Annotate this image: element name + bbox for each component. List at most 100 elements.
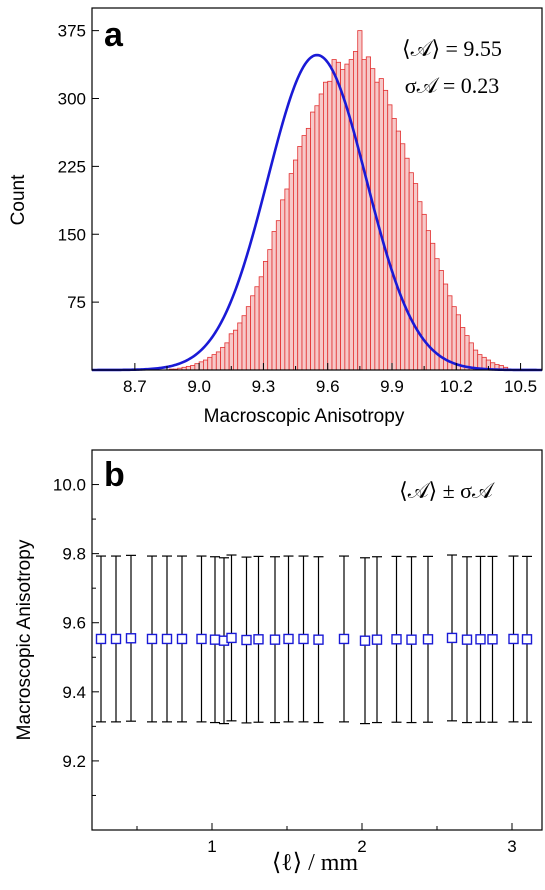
data-point-marker xyxy=(298,633,309,645)
data-point-marker xyxy=(487,634,498,645)
histogram-bar xyxy=(464,335,470,371)
y-axis-title-a: Count xyxy=(8,174,29,225)
histogram-bar xyxy=(391,118,397,371)
data-point-marker xyxy=(391,634,402,645)
y-axis-ticks-a: 75 150 225 300 375 xyxy=(58,22,99,312)
data-point-marker xyxy=(176,633,188,645)
x-tick-label: 3 xyxy=(507,837,516,856)
x-axis-ticks-b: 1 2 3 xyxy=(136,823,517,856)
data-point-marker xyxy=(406,634,417,645)
y-tick-label: 9.8 xyxy=(62,545,86,564)
panel-label-b: b xyxy=(104,456,125,494)
data-point-marker xyxy=(313,634,324,645)
histogram-bar xyxy=(468,342,474,371)
histogram-bar xyxy=(284,188,290,371)
data-point-marker xyxy=(521,634,533,645)
histogram-bar xyxy=(245,306,251,371)
histogram-bar xyxy=(250,295,256,371)
plot-frame-b xyxy=(91,449,543,831)
histogram-bar xyxy=(365,56,371,371)
histogram-bar xyxy=(353,51,359,371)
histogram-bar xyxy=(271,231,277,371)
y-axis-title-b: Macroscopic Anisotropy xyxy=(14,539,35,740)
data-point-marker xyxy=(196,633,207,645)
data-point-marker xyxy=(359,635,371,646)
histogram-bar xyxy=(305,127,311,371)
y-tick-label: 75 xyxy=(67,293,86,312)
plot-frame-a xyxy=(91,7,543,371)
data-point-marker xyxy=(475,634,486,645)
y-tick-label: 9.6 xyxy=(62,614,86,633)
x-tick-label: 8.7 xyxy=(123,377,147,396)
y-tick-label: 9.4 xyxy=(62,683,86,702)
histogram-bar xyxy=(190,365,196,371)
legend-label: ⟨𝒜⟩ ± σ𝒜 xyxy=(399,478,495,503)
histogram-bar xyxy=(203,359,209,371)
y-tick-label: 9.2 xyxy=(62,752,86,771)
x-tick-label: 9.9 xyxy=(380,377,404,396)
histogram-bar xyxy=(220,346,226,371)
data-point-marker xyxy=(161,633,173,645)
panel-a-histogram: 8.7 9.0 9.3 9.6 9.9 10.2 10.5 75 150 225 300 375 a… xyxy=(8,7,543,427)
mean-annotation: ⟨𝒜⟩ = 9.55 xyxy=(402,36,502,61)
histogram-bar xyxy=(447,295,453,371)
x-tick-label: 1 xyxy=(207,837,216,856)
histogram-bar xyxy=(314,105,320,371)
histogram-bar xyxy=(404,157,410,371)
y-tick-label: 300 xyxy=(58,90,86,109)
histogram-bar xyxy=(395,130,401,371)
histogram-bars xyxy=(168,30,509,371)
histogram-bar xyxy=(357,30,363,371)
data-point-marker xyxy=(371,634,383,645)
histogram-bar xyxy=(275,220,281,371)
histogram-bar xyxy=(340,69,346,371)
histogram-bar xyxy=(211,354,217,371)
data-point-marker xyxy=(283,633,294,645)
histogram-bar xyxy=(310,111,316,371)
histogram-bar xyxy=(413,183,419,371)
histogram-bar xyxy=(233,329,239,371)
histogram-bar xyxy=(194,363,200,371)
histogram-bar xyxy=(370,68,376,371)
data-point-marker xyxy=(253,634,264,645)
histogram-bar xyxy=(241,315,247,371)
histogram-bar xyxy=(387,104,393,371)
histogram-bar xyxy=(323,81,329,371)
histogram-bar xyxy=(335,61,341,371)
histogram-bar xyxy=(455,314,461,371)
histogram-bar xyxy=(228,333,234,371)
x-axis-title-b: ⟨ℓ⟩ / mm xyxy=(272,850,359,876)
x-tick-label: 2 xyxy=(357,837,366,856)
histogram-bar xyxy=(318,93,324,371)
histogram-bar xyxy=(267,249,273,371)
x-axis-title-a: Macroscopic Anisotropy xyxy=(204,406,405,427)
histogram-bar xyxy=(417,201,423,371)
histogram-bar xyxy=(301,135,307,371)
y-tick-label: 225 xyxy=(58,157,86,176)
data-point-marker xyxy=(241,634,252,646)
histogram-bar xyxy=(280,199,286,371)
data-point-marker xyxy=(125,633,137,644)
histogram-bar xyxy=(293,159,299,371)
data-point-marker xyxy=(226,632,237,644)
data-point-marker xyxy=(209,634,221,645)
histogram-bar xyxy=(215,351,221,371)
histogram-bar xyxy=(263,260,269,371)
histogram-bar xyxy=(237,322,243,371)
histogram-bar xyxy=(254,286,260,371)
data-point-marker xyxy=(269,634,281,645)
sigma-annotation: σ𝒜 = 0.23 xyxy=(405,73,500,98)
histogram-bar xyxy=(207,356,213,371)
panel-label-a: a xyxy=(104,16,124,54)
histogram-bar xyxy=(408,172,414,371)
data-point-marker xyxy=(446,632,458,644)
data-point-marker xyxy=(146,633,158,645)
data-point-marker xyxy=(110,633,122,645)
data-points xyxy=(95,554,533,725)
histogram-bar xyxy=(378,78,384,371)
histogram-bar xyxy=(460,327,466,371)
x-tick-label: 9.0 xyxy=(187,377,211,396)
y-tick-label: 375 xyxy=(58,22,86,41)
histogram-bar xyxy=(288,173,294,371)
